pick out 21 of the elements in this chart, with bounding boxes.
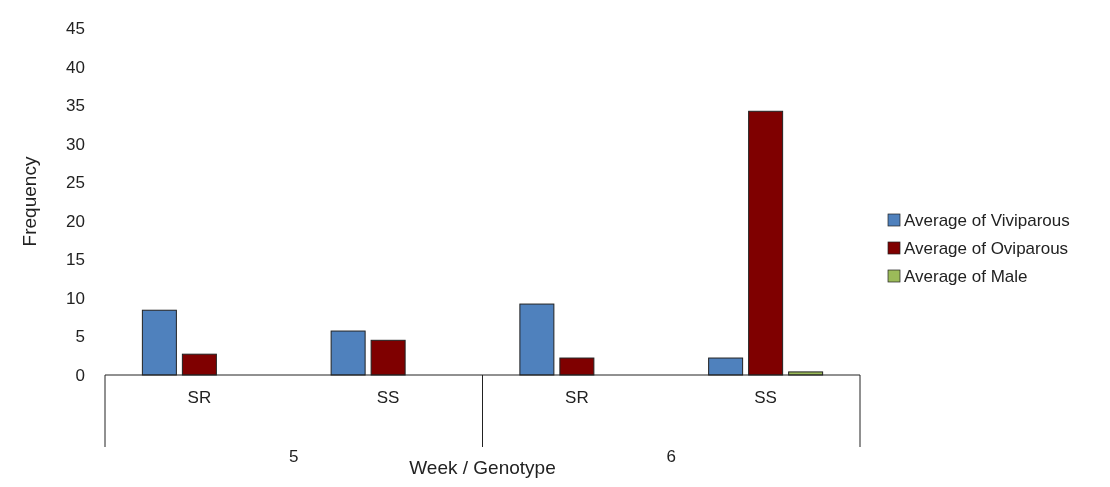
legend-label: Average of Male [904,266,1028,286]
x-axis-title: Week / Genotype [409,457,556,478]
y-tick-label: 0 [75,365,85,385]
y-tick-label: 20 [66,211,85,231]
x-tick-label: SR [565,388,589,407]
y-tick-label: 10 [66,288,85,308]
y-tick-label: 30 [66,134,85,154]
x-tick-label: SS [376,388,400,407]
y-tick-label: 45 [66,18,85,38]
text: 6 [666,447,676,466]
y-tick-label: 40 [66,57,85,77]
y-axis-title: Frequency [19,156,40,247]
y-tick-label: 5 [75,327,85,347]
y-tick-label: 35 [66,96,85,116]
x-tick-label: SS [754,388,777,407]
legend-label: Average of Oviparous [904,238,1069,258]
y-tick-label: 25 [66,173,85,193]
text: 5 [289,447,299,466]
y-tick-label: 15 [66,250,85,270]
legend-label: Average of Viviparous [904,210,1070,230]
x-tick-label: SR [187,388,212,407]
